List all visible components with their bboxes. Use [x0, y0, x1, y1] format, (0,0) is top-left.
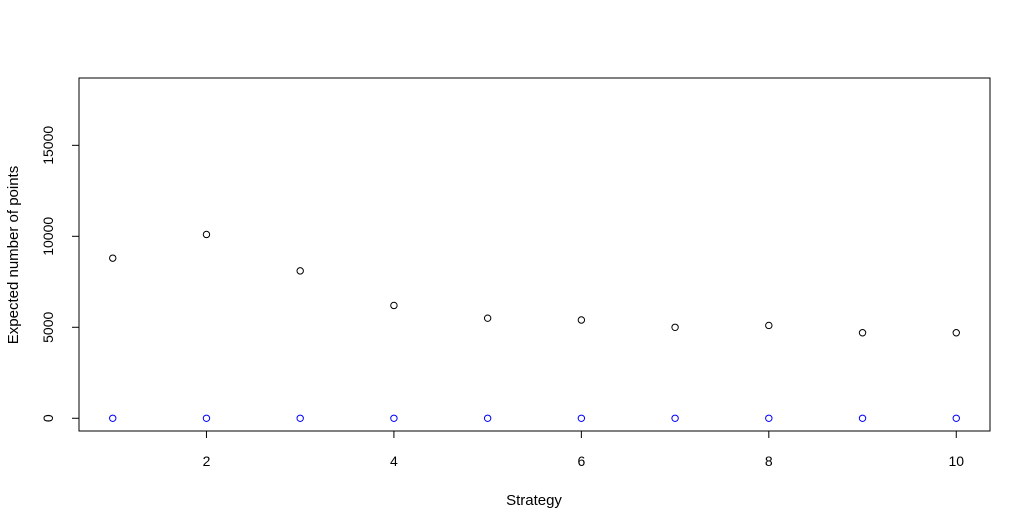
y-tick-label: 15000	[40, 126, 56, 165]
data-point-series-1	[390, 301, 398, 310]
data-point-series-2	[952, 414, 960, 422]
data-point-series-2	[577, 414, 586, 422]
data-point-series-2	[671, 414, 679, 422]
data-point-series-1	[952, 329, 960, 337]
data-point-series-1	[296, 267, 304, 275]
x-tick-label: 10	[948, 453, 964, 469]
data-point-series-2	[765, 414, 773, 422]
data-point-series-1	[483, 314, 492, 322]
y-axis: 0 5000 10000 15000	[40, 126, 79, 422]
x-tick-label: 8	[765, 453, 773, 469]
data-point-series-2	[390, 414, 398, 422]
y-tick-label: 10000	[40, 217, 56, 256]
y-tick-label: 5000	[40, 312, 56, 343]
y-axis-label: Expected number of points	[5, 166, 22, 344]
x-tick-label: 2	[203, 453, 211, 469]
data-point-series-1	[858, 329, 867, 337]
plot-frame	[78, 77, 991, 432]
data-point-series-1	[577, 316, 586, 324]
data-points	[109, 230, 960, 422]
data-point-series-2	[202, 414, 211, 422]
x-tick-label: 4	[390, 453, 398, 469]
x-tick-label: 6	[577, 453, 585, 469]
x-axis-label: Strategy	[506, 492, 562, 509]
data-point-series-1	[109, 254, 117, 262]
data-point-series-2	[483, 414, 492, 422]
data-point-series-1	[671, 323, 679, 331]
data-point-series-2	[296, 414, 304, 422]
data-point-series-2	[109, 414, 117, 422]
data-point-series-2	[858, 414, 867, 422]
y-tick-label: 0	[40, 414, 56, 422]
data-point-series-1	[202, 230, 211, 239]
x-axis: 2 4 6 8 10	[203, 431, 964, 469]
data-point-series-1	[765, 321, 773, 330]
